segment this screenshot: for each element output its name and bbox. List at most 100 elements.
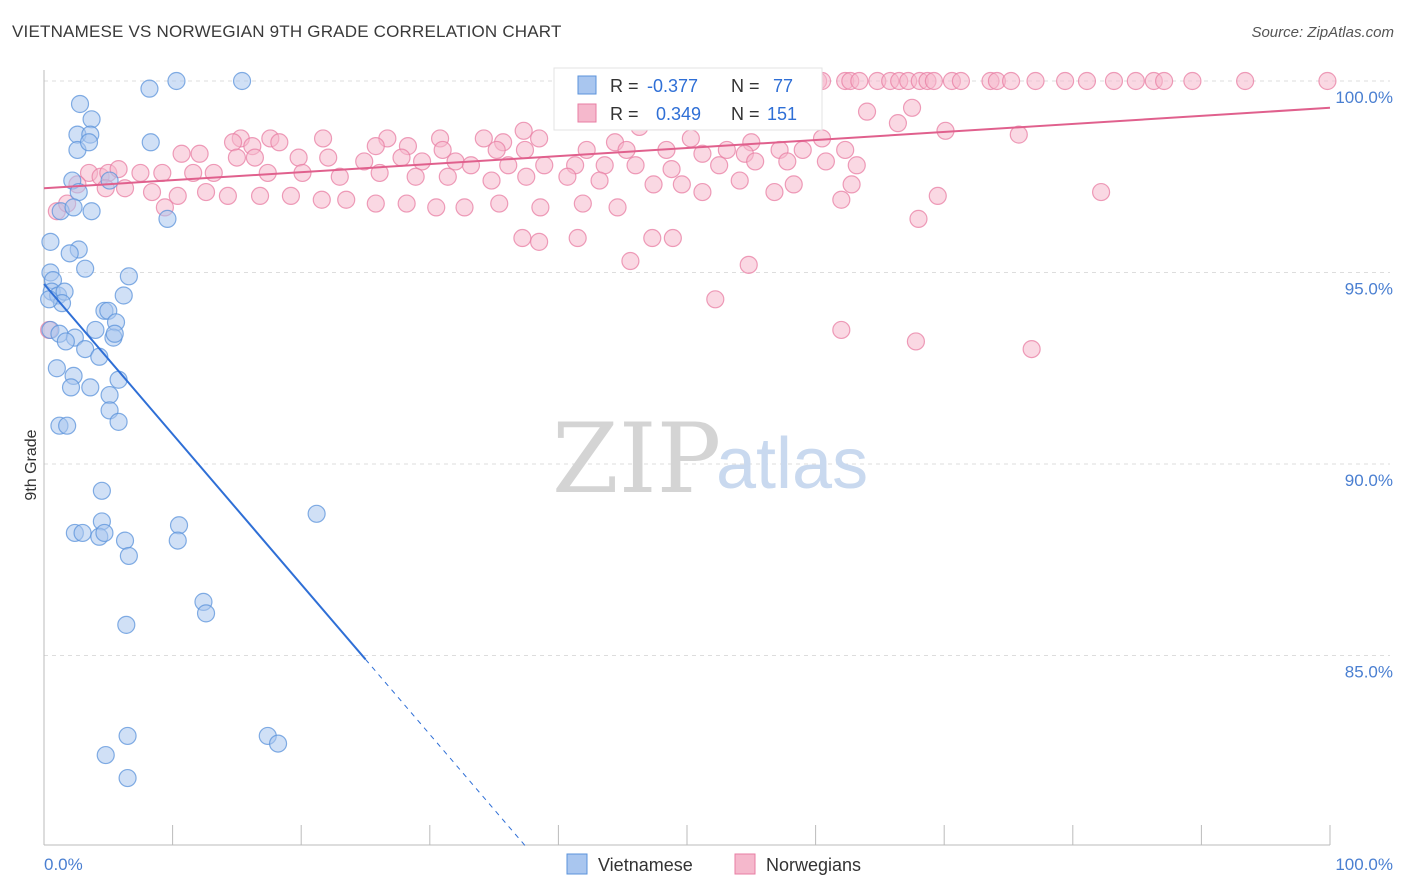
norwegians-point-16 [1001,71,1021,91]
norwegians-point-51 [270,133,289,152]
vietnamese-point-40 [76,340,95,359]
norwegians-point-105 [590,171,609,190]
bottom-legend-norwegians: Norwegians [766,855,861,875]
vietnamese-point-50 [58,416,77,435]
norwegians-point-4 [850,71,869,91]
norwegians-point-60 [693,144,712,163]
norwegians-point-108 [730,171,749,190]
axes [43,70,1331,846]
norwegians-point-29 [857,102,877,121]
stats-legend: R = -0.377 N = 77 R = 0.349 N = 151 [553,67,823,131]
series-legend: Vietnamese Norwegians [566,853,861,875]
source-label: Source: ZipAtlas.com [1251,24,1394,41]
vietnamese-point-69 [96,745,115,765]
vietnamese-point-34 [86,320,105,340]
norwegians-point-80 [595,156,614,175]
norwegians-point-48 [1009,125,1028,144]
norwegians-point-78 [535,156,554,175]
y-tick-label-3: 85.0% [1345,663,1393,682]
y-axis-label: 9th Grade [23,429,40,500]
vietnamese-point-39 [56,332,75,351]
norwegians-point-102 [482,171,501,190]
norwegians-point-144 [621,251,640,271]
legend-r-label-1: R = [610,104,639,124]
norwegians-point-141 [568,228,587,248]
norwegians-point-26 [1318,71,1337,91]
vietnamese-point-16 [158,209,177,228]
norwegians-point-114 [142,182,162,202]
norwegians-point-64 [793,140,812,160]
norwegians-point-128 [573,194,592,213]
vietnamese-point-59 [95,523,114,543]
norwegians-point-56 [515,140,535,160]
norwegians-point-115 [168,186,187,205]
norwegians-point-66 [172,144,191,163]
norwegians-point-147 [832,320,851,340]
vietnamese-point-14 [64,198,83,217]
norwegians-point-24 [1183,71,1202,91]
norwegians-point-107 [672,175,691,194]
vietnamese-point-57 [73,523,92,543]
legend-swatch-norwegians [577,103,597,123]
norwegians-point-34 [514,121,533,140]
norwegians-point-119 [281,186,301,205]
norwegians-point-129 [608,198,627,217]
vietnamese-point-45 [61,378,81,397]
vietnamese-point-68 [268,734,288,753]
norwegians-point-92 [131,163,150,183]
norwegians-point-42 [530,129,549,148]
norwegians-point-101 [438,167,457,186]
norwegians-point-109 [784,175,803,194]
norwegians-point-127 [531,198,550,217]
norwegians-point-139 [530,232,549,251]
legend-swatch-vietnamese [577,75,597,95]
norwegians-point-70 [289,148,308,167]
norwegians-point-20 [1104,71,1124,91]
norwegians-point-19 [1077,71,1097,91]
vietnamese-point-62 [119,546,138,566]
vietnamese-trend-line [43,283,367,660]
norwegians-point-23 [1155,71,1174,91]
vietnamese-points [40,71,326,788]
norwegians-point-74 [412,152,432,171]
vietnamese-point-20 [76,259,95,278]
vietnamese-point-53 [307,504,326,523]
norwegians-point-65 [836,140,855,160]
norwegians-point-99 [370,163,389,183]
legend-r-label-0: R = [610,76,639,96]
norwegians-point-117 [218,186,237,205]
vietnamese-point-9 [79,133,99,152]
norwegians-point-68 [227,148,246,167]
norwegians-point-54 [433,140,452,160]
norwegians-point-134 [909,209,928,228]
norwegians-point-146 [706,290,725,309]
norwegians-point-13 [951,71,971,91]
norwegians-point-126 [490,194,509,213]
vietnamese-point-4 [82,110,101,129]
norwegians-point-41 [474,129,493,148]
legend-r-value-0: -0.377 [647,76,698,96]
y-tick-labels: 100.0% 95.0% 90.0% 85.0% [1335,88,1393,682]
norwegians-point-82 [662,159,681,179]
norwegians-point-94 [184,163,203,183]
y-tick-label-0: 100.0% [1335,88,1393,107]
norwegians-point-32 [888,114,908,133]
norwegians-point-61 [717,140,736,160]
norwegians-point-104 [558,167,577,186]
norwegians-point-143 [663,228,682,248]
norwegians-point-123 [397,194,416,213]
watermark-zip: ZIP [552,403,721,515]
y-tick-label-1: 95.0% [1345,280,1393,299]
norwegians-point-125 [455,198,474,217]
norwegians-point-11 [924,71,944,91]
x-tick-labels: 0.0% 100.0% [44,855,1393,874]
watermark: ZIP atlas [552,403,868,515]
vietnamese-point-52 [92,481,111,500]
norwegians-point-103 [517,167,536,186]
legend-r-value-1: 0.349 [656,104,701,124]
norwegians-point-71 [319,148,338,167]
norwegians-point-58 [617,140,636,160]
norwegians-point-73 [392,148,411,167]
vietnamese-point-64 [196,604,216,623]
bottom-legend-vietnamese: Vietnamese [598,855,693,875]
